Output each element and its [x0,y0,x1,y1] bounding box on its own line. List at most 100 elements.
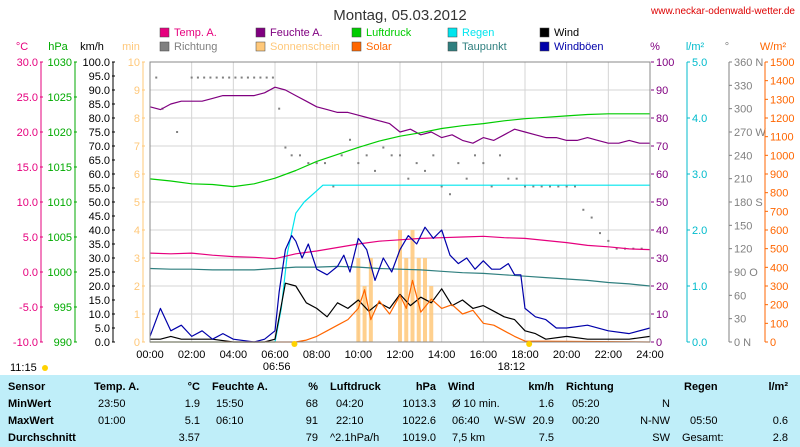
axis-tick-label: 90 O [734,267,758,279]
axis-tick-label: 30.0 [17,57,38,69]
direction-point [234,76,237,79]
direction-point [424,169,426,172]
col-rain-unit: l/m² [768,381,788,393]
axis-unit-label: l/m² [686,41,705,53]
cell-hum-value: 91 [305,415,318,427]
series-line-solar [150,279,651,343]
direction-point [499,154,501,157]
axis-tick-label: 600 [770,225,788,237]
axis-tick-label: 30.0 [89,253,110,265]
axis-tick-label: -5.0 [19,302,38,314]
direction-point [246,76,249,79]
axis-tick-label: 1000 [770,150,794,162]
sunset-marker-label: 18:12 [498,361,526,373]
axis-tick-label: 150 [734,220,752,232]
axis-tick-label: 1020 [48,127,72,139]
col-temp-unit: °C [187,381,200,393]
direction-point [365,154,368,157]
axis-tick-label: 1005 [48,232,72,244]
summary-table: Sensor Temp. A. °C Feuchte A. % Luftdruc… [0,375,800,447]
cell-temp-value: 1.9 [184,398,200,410]
cell-temp-time: 23:50 [98,398,126,410]
axis-tick-label: 1100 [770,132,794,144]
cell-rain-value: 2.8 [772,432,788,444]
legend-label: Feuchte A. [270,27,323,39]
row-label: Durchschnitt [8,432,76,444]
col-hum: Feuchte A. [212,381,268,393]
axis-tick-label: 3 [134,253,140,265]
axis-tick-label: 360 N [734,57,763,69]
direction-point [203,76,206,79]
cell-dir-value: N-NW [640,415,670,427]
direction-point [190,76,193,79]
direction-point [457,162,460,165]
axis-unit-label: min [122,41,140,53]
direction-point [374,169,376,172]
direction-point [465,177,468,180]
x-tick-label: 00:00 [136,349,164,361]
sunshine-bar [368,258,373,342]
legend-swatch [255,27,266,38]
legend-swatch [539,41,550,52]
direction-point [155,76,158,79]
axis-tick-label: 15.0 [89,295,110,307]
cell-temp-time: 01:00 [98,415,126,427]
direction-point [399,154,401,157]
direction-point [565,185,568,188]
direction-point [240,76,243,79]
axis-tick-label: 0.0 [95,337,110,349]
sun-markers: 06:56 18:12 11:15 [10,341,533,374]
legend-label: Richtung [174,41,217,53]
axis-tick-label: 95.0 [89,71,110,83]
x-tick-label: 24:00 [636,349,664,361]
direction-point [390,154,393,157]
cell-hum-time: 15:50 [216,398,244,410]
axis-tick-label: 80.0 [89,113,110,125]
sunshine-bar [398,230,402,342]
axis-tick-label: 1 [134,309,140,321]
chart-legend: Temp. A. Richtung Feuchte A. Sonnenschein Lu… [159,27,604,53]
axis-tick-label: 10.0 [17,197,38,209]
chart-axes: °C30.025.020.015.010.05.00.0-5.0-10.0hPa… [13,41,795,349]
direction-point [324,162,326,165]
axis-tick-label: 1000 [48,267,72,279]
cell-wind-time: Ø 10 min. [452,398,500,410]
axis-tick-label: 60 [734,290,746,302]
cell-temp-value: 3.57 [178,432,200,444]
axis-unit-label: °C [16,41,28,53]
series-line-temp-a [149,235,651,260]
axis-tick-label: 240 [734,150,752,162]
x-tick-label: 18:00 [511,349,539,361]
axis-tick-label: 1015 [48,162,72,174]
direction-point [582,208,585,211]
axis-tick-label: 270 W [734,127,766,139]
col-rain: Regen [684,381,718,393]
axis-tick-label: 330 [734,80,752,92]
cell-press-time: 22:10 [336,415,364,427]
axis-tick-label: 5 [134,197,140,209]
direction-point [357,162,360,165]
x-tick-label: 04:00 [220,349,248,361]
sunrise-marker-label: 06:56 [263,361,291,373]
axis-tick-label: 900 [770,169,788,181]
axis-unit-label: hPa [48,41,68,53]
cell-wind-value: 20.9 [532,415,554,427]
direction-point [540,185,543,188]
direction-point [221,76,224,79]
direction-point [449,193,451,196]
axis-tick-label: 180 S [734,197,763,209]
row-label: MinWert [8,398,52,410]
axis-tick-label: 995 [54,302,72,314]
legend-swatch [255,41,266,52]
direction-point [474,154,476,157]
legend-swatch [159,41,170,52]
axis-tick-label: -10.0 [13,337,38,349]
axis-tick-label: 100 [656,57,674,69]
cell-dir-value: SW [652,432,670,444]
sunshine-bar [410,230,415,342]
direction-point [315,162,318,165]
site-link[interactable]: www.neckar-odenwald-wetter.de [650,6,795,17]
axis-tick-label: 1030 [48,57,72,69]
x-tick-label: 14:00 [428,349,456,361]
axis-tick-label: 300 [770,281,788,293]
